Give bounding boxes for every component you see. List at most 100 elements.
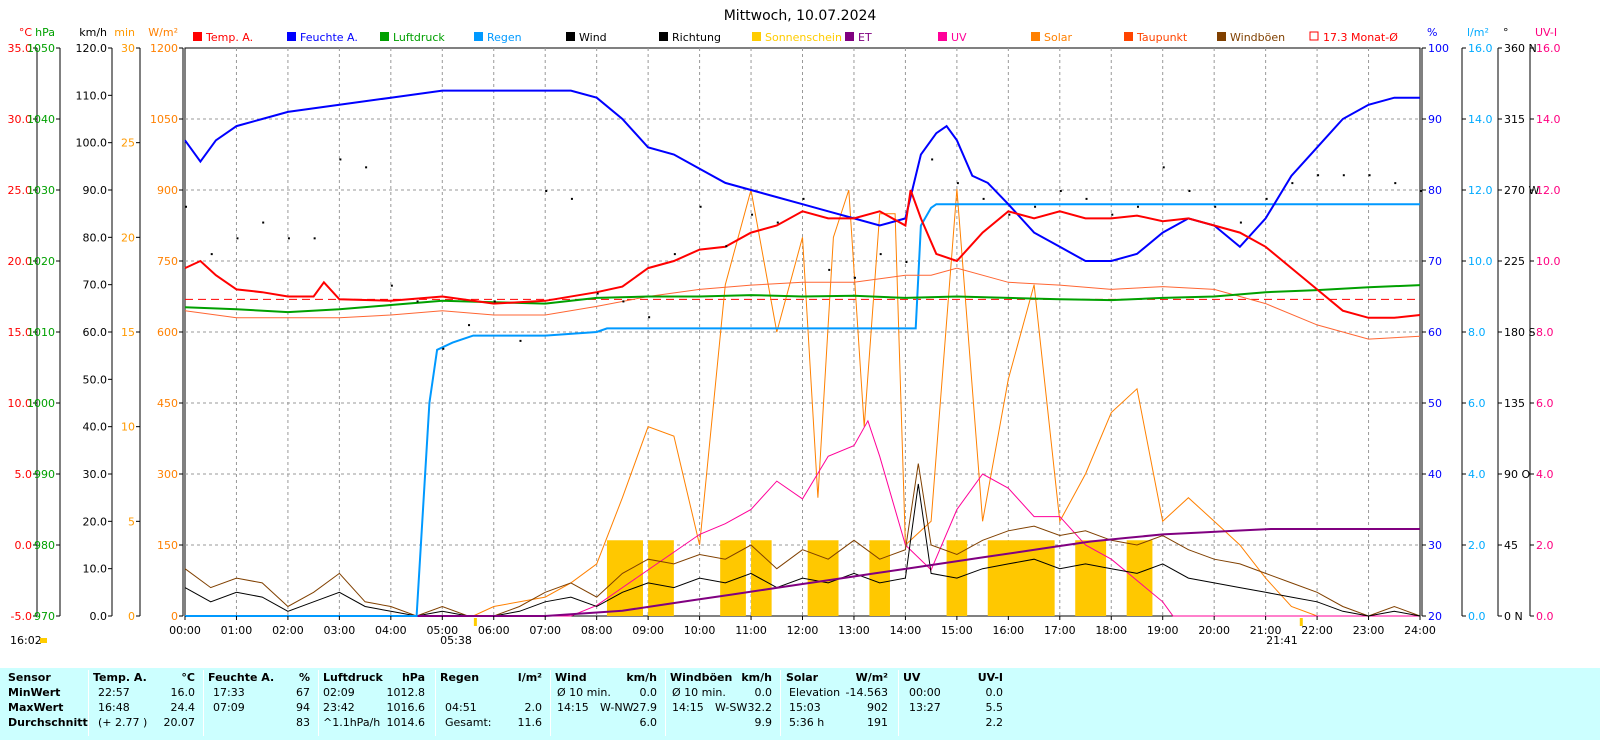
y-tick-label: 300: [157, 468, 178, 481]
y-tick-label: 30.0: [83, 468, 108, 481]
y-tick-label: 135: [1504, 397, 1525, 410]
x-tick-label: 03:00: [324, 624, 356, 637]
stats-row-label: MaxWert: [8, 701, 64, 714]
x-tick-label: 04:00: [375, 624, 407, 637]
legend-label: ET: [858, 31, 872, 44]
sunset-marker: [1299, 618, 1303, 626]
stats-value: -14.563: [845, 686, 888, 699]
stats-header-unit: hPa: [401, 671, 425, 684]
direction-point: [365, 166, 368, 169]
x-tick-label: 14:00: [890, 624, 922, 637]
direction-point: [622, 300, 625, 303]
legend-swatch: [752, 32, 761, 41]
legend-swatch: [659, 32, 668, 41]
stats-value: 07:09: [213, 701, 245, 714]
stats-value: 1014.6: [386, 716, 426, 729]
gust-line: [184, 463, 1421, 617]
stats-value: 1016.6: [386, 701, 426, 714]
solar-line: [185, 189, 1420, 617]
stats-value: 04:51: [445, 701, 477, 714]
legend-swatch: [1309, 31, 1319, 41]
stats-value: 11.6: [517, 716, 543, 729]
sunshine-bar: [720, 540, 746, 616]
stats-header-unit: %: [298, 671, 310, 684]
stats-header: Temp. A.: [93, 671, 147, 684]
legend-swatch: [1124, 32, 1133, 41]
direction-point: [1214, 205, 1217, 208]
legend-swatch: [845, 32, 854, 41]
y-tick-label: 10: [121, 421, 135, 434]
y-tick-label: 8.0: [1468, 326, 1486, 339]
sunshine-bar: [869, 540, 890, 616]
stats-value: 902: [867, 701, 888, 714]
y-tick-label: 1010: [27, 326, 55, 339]
y-tick-label: 60: [1428, 326, 1442, 339]
y-tick-label: 40.0: [83, 421, 108, 434]
x-tick-label: 05:00: [426, 624, 458, 637]
stats-separator: [780, 670, 781, 736]
y-tick-label: 1020: [27, 255, 55, 268]
sunshine-bar: [1075, 540, 1107, 616]
direction-point: [956, 182, 959, 185]
direction-point: [1059, 190, 1062, 192]
legend: Temp. A. Feuchte A. Luftdruck Regen Wind Rich…: [193, 31, 1398, 44]
stats-value: 1012.8: [386, 686, 426, 699]
y-axis-unit: min: [114, 26, 135, 39]
y-tick-label: 14.0: [1536, 113, 1561, 126]
stats-header-unit: °C: [181, 671, 195, 684]
x-tick-label: 06:00: [478, 624, 510, 637]
y-tick-label: 0.0: [1536, 610, 1554, 623]
legend-swatch: [287, 32, 296, 41]
legend-label: Temp. A.: [205, 31, 253, 44]
current-time-label: 16:02: [10, 634, 42, 647]
stats-value: 20.07: [163, 716, 196, 729]
y-tick-label: 750: [157, 255, 178, 268]
stats-separator: [898, 670, 899, 736]
y-tick-label: 4.0: [1468, 468, 1486, 481]
y-tick-label: 2.0: [1468, 539, 1486, 552]
stats-header: Solar: [786, 671, 819, 684]
stats-value: 14:15: [557, 701, 589, 714]
pressure-line: [184, 284, 1421, 314]
area-layer: [606, 540, 1153, 616]
legend-label: Windböen: [1230, 31, 1285, 44]
y-tick-label: 60.0: [83, 326, 108, 339]
stats-header: Luftdruck: [323, 671, 383, 684]
direction-point: [1188, 190, 1191, 192]
stats-value: 22:57: [98, 686, 130, 699]
legend-label: Wind: [579, 31, 607, 44]
direction-point: [853, 276, 856, 279]
direction-point: [596, 292, 599, 295]
x-tick-label: 23:00: [1353, 624, 1385, 637]
x-tick-label: 20:00: [1198, 624, 1230, 637]
humidity-line: [184, 89, 1420, 262]
temperature-line: [184, 189, 1421, 319]
direction-point: [1239, 221, 1242, 224]
y-tick-label: 10.0: [8, 397, 33, 410]
stats-value: W-SW: [715, 701, 748, 714]
y-tick-label: 450: [157, 397, 178, 410]
axes-layer: 00:00 01:00 02:00 03:00 04:00 05:00 06:00 07:00…: [8, 26, 1561, 637]
sunset-label: 21:41: [1266, 634, 1298, 647]
legend-label: UV: [951, 31, 967, 44]
y-tick-label: 70.0: [83, 279, 108, 292]
y-tick-label: 25: [121, 137, 135, 150]
legend-label: Taupunkt: [1136, 31, 1188, 44]
y-tick-label: 1040: [27, 113, 55, 126]
direction-point: [1291, 182, 1294, 185]
stats-value: ^1.1hPa/h: [323, 716, 381, 729]
stats-value: 27.9: [632, 701, 658, 714]
y-tick-label: 0: [171, 610, 178, 623]
direction-point: [1162, 166, 1165, 169]
y-tick-label: 0: [128, 610, 135, 623]
stats-value: 0.0: [985, 686, 1004, 699]
stats-header: Feuchte A.: [208, 671, 275, 684]
stats-separator: [665, 670, 666, 736]
y-tick-label: 12.0: [1468, 184, 1493, 197]
y-axis-unit: W/m²: [148, 26, 178, 39]
y-tick-label: 5.0: [15, 468, 33, 481]
stats-header-unit: UV-I: [977, 671, 1003, 684]
legend-label: Regen: [487, 31, 522, 44]
stats-value: 0.0: [754, 686, 773, 699]
y-tick-label: 30.0: [8, 113, 33, 126]
